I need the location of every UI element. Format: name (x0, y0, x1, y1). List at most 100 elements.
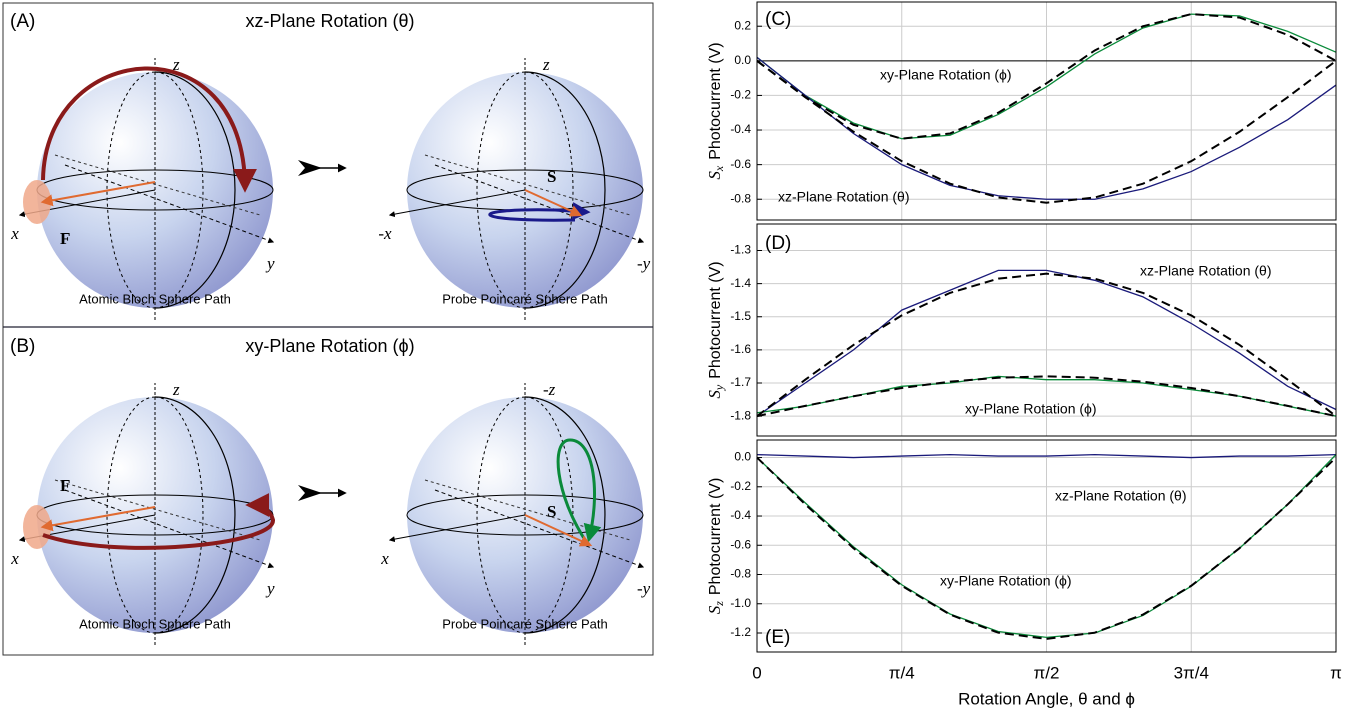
meridian-dashed (476, 71, 526, 309)
y-axis-label: Sx Photocurrent (V) (705, 42, 726, 179)
y-tick-label: 0.0 (734, 53, 751, 67)
y-tick-label: -1.5 (730, 309, 751, 323)
y-tick-label: -0.6 (730, 537, 751, 551)
sphere-caption: Atomic Bloch Sphere Path (79, 291, 231, 306)
y-tick-label: -0.2 (730, 479, 751, 493)
y-axis-label: Sy Photocurrent (V) (705, 261, 726, 398)
x-tick-label: π/2 (1034, 663, 1060, 682)
x-axis-label: Rotation Angle, θ and ϕ (958, 689, 1135, 708)
y-tick-label: -0.6 (730, 157, 751, 171)
axis-label: z (172, 380, 180, 399)
transfer-arrow-head (298, 160, 322, 176)
axis-label: x (10, 549, 19, 568)
meridian-back (524, 396, 574, 634)
y-tick-label: -1.2 (730, 625, 751, 639)
series-label: xz-Plane Rotation (θ) (1140, 263, 1272, 279)
meridian-dashed (106, 396, 156, 634)
panel-title: xz-Plane Rotation (θ) (245, 11, 414, 31)
meridian-dashed (476, 396, 526, 634)
vector-label: S (547, 167, 556, 186)
y-tick-label: -1.7 (730, 375, 751, 389)
axis-label: -x (378, 224, 392, 243)
x-tick-label: 3π/4 (1174, 663, 1209, 682)
meridian-back (154, 396, 204, 634)
panel-label: (B) (10, 336, 35, 357)
axis-label: x (380, 549, 389, 568)
y-tick-label: -0.4 (730, 508, 751, 522)
meridian-dashed (106, 71, 156, 309)
sphere-caption: Probe Poincaré Sphere Path (442, 616, 608, 631)
y-axis-label: Sz Photocurrent (V) (705, 478, 726, 615)
y-tick-label: -0.2 (730, 88, 751, 102)
meridian (154, 396, 236, 634)
vector (40, 506, 156, 532)
axis-label: z (172, 55, 180, 74)
vector-label: S (547, 502, 556, 521)
left-frame (2, 2, 654, 656)
sphere-caption: Atomic Bloch Sphere Path (79, 616, 231, 631)
meridian (524, 396, 606, 634)
y-label-text: Photocurrent (V) (707, 42, 724, 159)
panel-label: (E) (765, 627, 790, 648)
data-line (756, 453, 1337, 459)
x-axis (388, 514, 526, 543)
fit-line (756, 456, 1337, 640)
meridian-back (524, 71, 574, 309)
plot-frame (756, 223, 1337, 437)
x-axis (388, 189, 526, 218)
data-line (756, 56, 1337, 200)
y-label-sub: y (712, 384, 726, 391)
fit-line (756, 60, 1337, 204)
y-label-symbol: S (705, 605, 724, 614)
y-axis (64, 489, 275, 569)
y-tick-label: 0.0 (734, 450, 751, 464)
series-label: xy-Plane Rotation (ϕ) (880, 67, 1012, 83)
x-tick-label: 0 (752, 663, 761, 682)
plot-frame (756, 439, 1337, 653)
y-tick-label: -0.4 (730, 122, 751, 136)
axis-label: y (265, 254, 275, 273)
x-tick-label: π/4 (889, 663, 915, 682)
series-label: xy-Plane Rotation (ϕ) (940, 573, 1072, 589)
data-line (756, 269, 1337, 417)
axis-label: -y (637, 579, 651, 598)
y-tick-label: -1.8 (730, 408, 751, 422)
y-label-sub: z (712, 601, 726, 607)
vector (524, 514, 593, 547)
fit-line (756, 13, 1337, 140)
panel-title: xy-Plane Rotation (ϕ) (245, 336, 414, 356)
series-label: xz-Plane Rotation (θ) (1055, 488, 1187, 504)
f-spot (23, 180, 51, 224)
y-tick-label: -0.8 (730, 191, 751, 205)
y-tick-label: -1.4 (730, 276, 751, 290)
y-label-text: Photocurrent (V) (707, 478, 724, 595)
f-spot (23, 505, 51, 549)
axis-label: z (542, 55, 550, 74)
transfer-arrow-head (298, 485, 322, 501)
rotation-path (556, 438, 602, 544)
plot-frame (756, 1, 1337, 221)
vector (40, 181, 156, 207)
vector-label: F (60, 476, 70, 495)
vector (524, 189, 583, 217)
axis-label: -z (543, 380, 556, 399)
y-label-symbol: S (705, 390, 724, 399)
y-tick-label: -1.6 (730, 342, 751, 356)
panel-label: (C) (765, 9, 791, 30)
y-axis (434, 164, 645, 244)
y-tick-label: -1.3 (730, 243, 751, 257)
meridian-back (154, 71, 204, 309)
panel-label: (A) (10, 11, 35, 32)
series-label: xz-Plane Rotation (θ) (778, 189, 910, 205)
fit-line (756, 375, 1337, 418)
panel-label: (D) (765, 233, 791, 254)
axis-label: y (265, 579, 275, 598)
y-axis (64, 164, 275, 244)
y-label-text: Photocurrent (V) (707, 261, 724, 378)
y-tick-label: -1.0 (730, 596, 751, 610)
y-tick-label: 0.2 (734, 18, 751, 32)
y-label-sub: x (712, 165, 726, 172)
y-tick-label: -0.8 (730, 567, 751, 581)
rotation-path (41, 66, 257, 193)
